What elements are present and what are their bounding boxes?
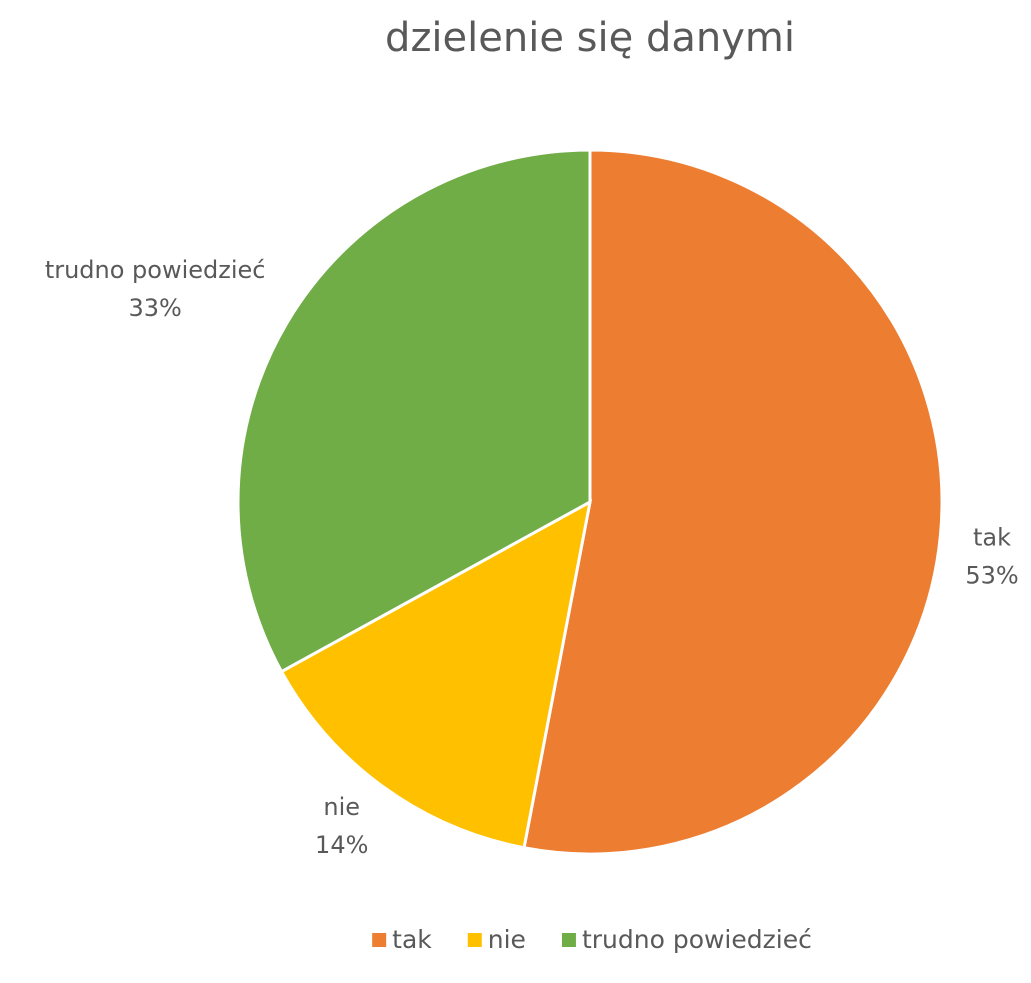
pie-slice [236,148,592,674]
slice-category-label: nie [323,793,360,821]
slice-value-label: 33% [128,294,181,322]
legend-swatch [372,933,387,947]
slice-category-label: tak [973,523,1011,551]
slice-category-label: trudno powiedzieć [45,256,266,284]
pie-slice [279,499,593,850]
legend-label: nie [488,925,526,954]
slice-value-label: 53% [965,561,1018,589]
legend-label: tak [392,925,432,954]
pie-slice [522,148,944,856]
slice-value-label: 14% [315,831,368,859]
legend-swatch [561,933,576,947]
legend-label: trudno powiedzieć [582,925,812,954]
chart-title: dzielenie się danymi [385,15,795,61]
legend-swatch [467,933,482,947]
